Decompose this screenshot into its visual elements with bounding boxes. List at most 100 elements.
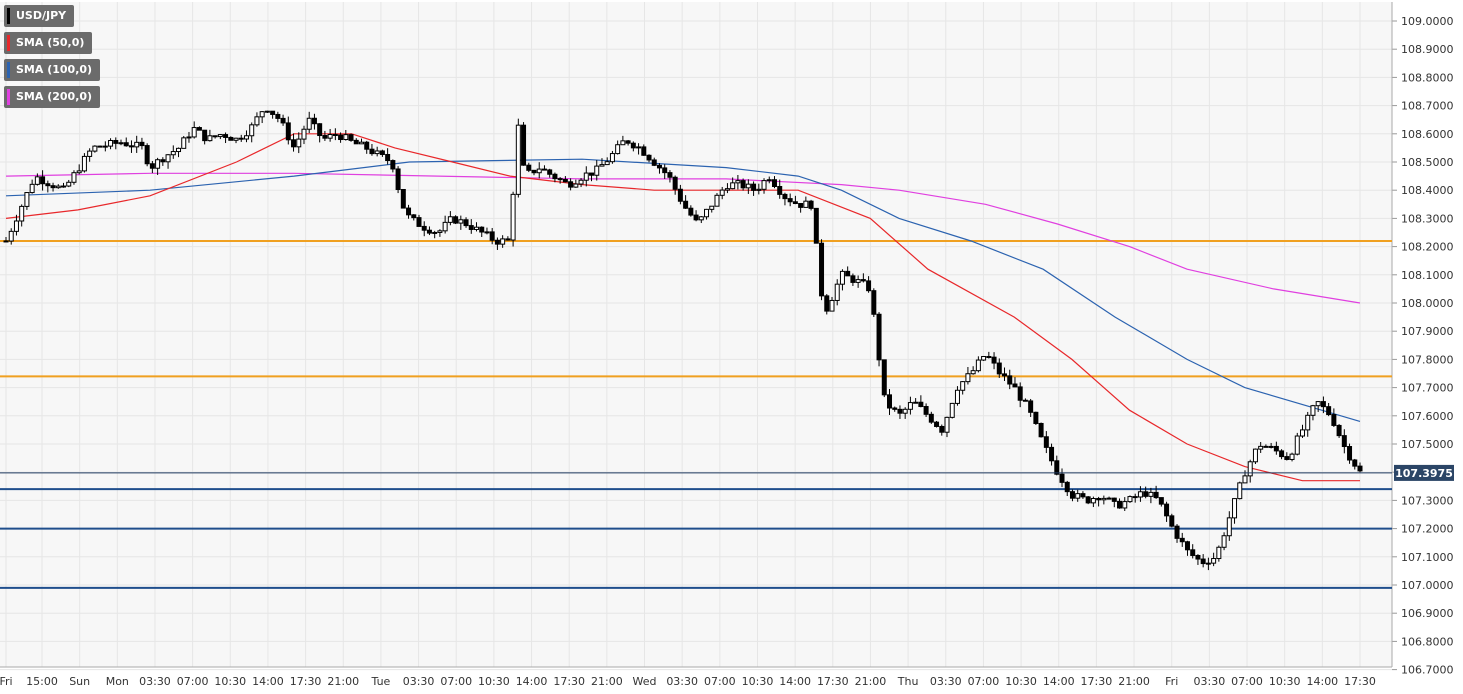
x-tick-label: Thu: [897, 675, 919, 688]
candle-body: [834, 283, 840, 301]
candle-body: [66, 181, 72, 187]
candle-body: [71, 172, 77, 183]
candle-body: [1357, 465, 1363, 472]
candle-body: [609, 153, 615, 163]
x-tick-label: 03:30: [1194, 675, 1226, 688]
candle-body: [1336, 424, 1342, 437]
legend-usdjpy[interactable]: USD/JPY: [4, 5, 75, 27]
candle-body: [1184, 541, 1190, 551]
y-tick-label: 107.7000: [1401, 382, 1454, 395]
legend-label: SMA (50,0): [16, 36, 85, 49]
candle-body: [484, 231, 490, 234]
x-tick-label: 07:00: [440, 675, 472, 688]
candle-body: [630, 142, 636, 149]
candle-body: [604, 161, 610, 166]
legend-sma200[interactable]: SMA (200,0): [4, 86, 101, 108]
candle-body: [683, 200, 689, 209]
candle-body: [474, 226, 480, 230]
candle-body: [1347, 446, 1353, 461]
candle-body: [13, 220, 19, 232]
candle-body: [463, 219, 469, 227]
candle-body: [636, 146, 642, 149]
x-tick-label: 10:30: [742, 675, 774, 688]
candle-body: [1158, 497, 1164, 505]
candle-body: [149, 163, 155, 169]
candle-body: [1294, 435, 1300, 455]
candle-body: [291, 139, 297, 148]
candle-body: [829, 299, 835, 312]
candle-body: [876, 313, 882, 361]
legend-sma50[interactable]: SMA (50,0): [4, 32, 93, 54]
candle-body: [965, 373, 971, 383]
x-tick-label: 21:00: [1118, 675, 1150, 688]
candle-body: [432, 231, 438, 234]
candle-body: [1247, 461, 1253, 477]
candle-body: [1054, 460, 1060, 475]
candle-body: [1205, 562, 1211, 565]
legend-label: USD/JPY: [16, 9, 67, 22]
candle-body: [301, 128, 307, 140]
candle-body: [343, 134, 349, 141]
y-tick-label: 108.5000: [1401, 156, 1454, 169]
candle-body: [207, 135, 213, 142]
x-tick-label: 03:30: [930, 675, 962, 688]
candle-body: [212, 135, 218, 138]
candle-body: [87, 150, 93, 157]
candle-body: [1075, 493, 1081, 499]
candle-body: [515, 124, 521, 195]
candle-body: [1028, 400, 1034, 413]
candle-body: [662, 167, 668, 174]
candle-body: [1132, 496, 1138, 499]
candle-body: [128, 145, 134, 148]
x-tick-label: 03:30: [666, 675, 698, 688]
x-tick-label: 07:00: [177, 675, 209, 688]
candle-body: [667, 172, 673, 178]
candle-body: [191, 127, 197, 138]
y-tick-label: 107.1000: [1401, 551, 1454, 564]
candle-body: [751, 183, 757, 191]
candle-body: [1221, 535, 1227, 548]
y-tick-label: 108.8000: [1401, 71, 1454, 84]
candle-body: [1106, 497, 1112, 500]
candle-body: [960, 381, 966, 391]
candle-body: [176, 147, 182, 153]
legend-sma100[interactable]: SMA (100,0): [4, 59, 101, 81]
candle-body: [855, 279, 861, 283]
candle-body: [228, 136, 234, 141]
candle-body: [902, 408, 908, 414]
legend-swatch-icon: [7, 62, 10, 78]
candle-body: [771, 179, 777, 188]
x-tick-label: Fri: [0, 675, 13, 688]
candle-body: [714, 194, 720, 207]
candle-body: [740, 180, 746, 189]
candle-body: [860, 279, 866, 282]
candle-body: [709, 205, 715, 210]
candle-body: [311, 117, 317, 125]
candle-body: [332, 133, 338, 136]
candle-body: [453, 216, 459, 224]
candle-body: [1085, 496, 1091, 504]
candle-body: [406, 207, 412, 216]
x-tick-label: 14:00: [252, 675, 284, 688]
candle-body: [562, 178, 568, 183]
candle-body: [954, 389, 960, 404]
x-tick-label: 21:00: [591, 675, 623, 688]
x-tick-label: 10:30: [478, 675, 510, 688]
candle-body: [426, 229, 432, 234]
x-tick-label: 17:30: [1081, 675, 1113, 688]
y-tick-label: 107.5000: [1401, 438, 1454, 451]
x-tick-label: 17:30: [1344, 675, 1376, 688]
candle-body: [824, 295, 830, 312]
candle-body: [489, 231, 495, 241]
candle-body: [1200, 558, 1206, 565]
candle-body: [379, 150, 385, 155]
candle-body: [1315, 401, 1321, 407]
candle-body: [510, 193, 516, 241]
candle-body: [369, 148, 375, 155]
candle-body: [991, 356, 997, 364]
candle-body: [677, 188, 683, 202]
y-tick-label: 107.3000: [1401, 494, 1454, 507]
candle-body: [1080, 493, 1086, 498]
